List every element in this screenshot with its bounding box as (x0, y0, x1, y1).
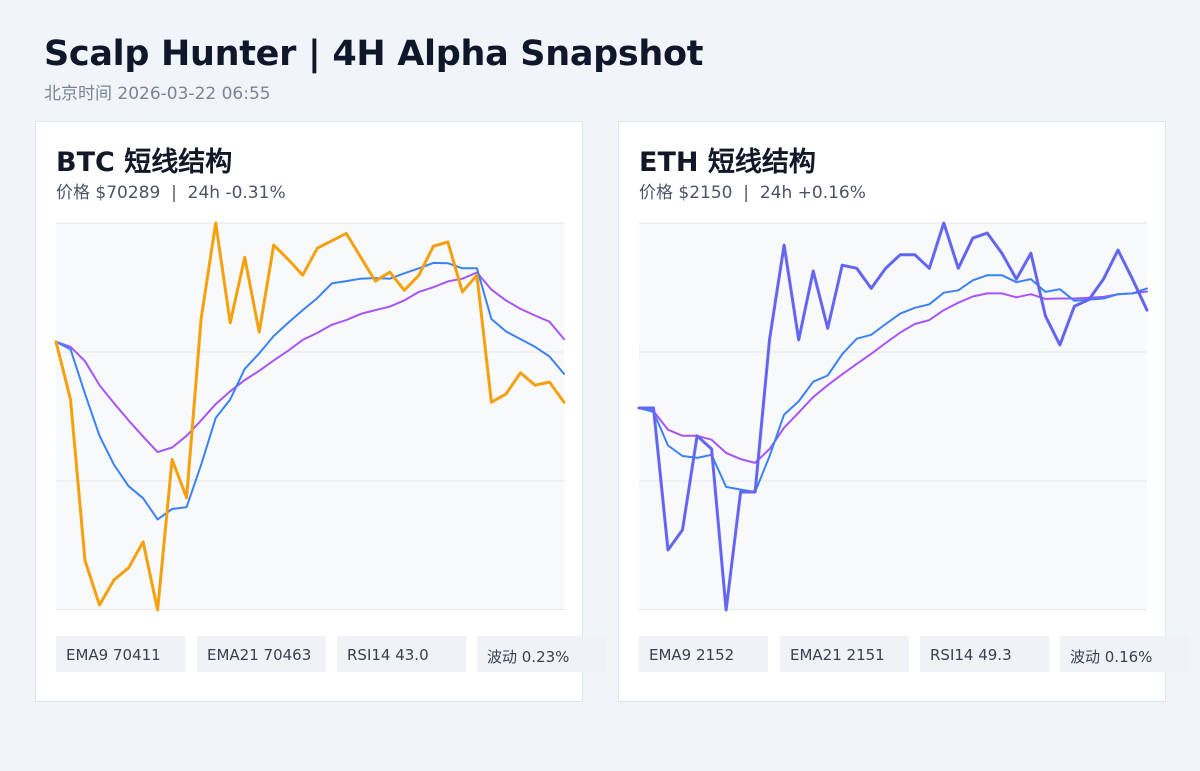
page-subtitle: 北京时间 2026-03-22 06:55 (44, 84, 271, 104)
eth-panel-title: ETH 短线结构 (639, 147, 816, 178)
eth-ema21-line (638, 290, 1148, 464)
btc-volatility-stat: 波动 0.23% (477, 636, 606, 672)
plot-area (56, 223, 564, 610)
btc-price-line (54, 221, 566, 612)
eth-panel: ETH 短线结构 价格 $2150 | 24h +0.16% EMA9 2152… (618, 121, 1189, 702)
eth-volatility-stat: 波动 0.16% (1060, 636, 1189, 672)
eth-price-summary: 价格 $2150 | 24h +0.16% (639, 183, 866, 203)
eth-ema9-stat: EMA9 2152 (639, 636, 768, 672)
btc-rsi14-stat: RSI14 43.0 (337, 636, 466, 672)
page-title: Scalp Hunter | 4H Alpha Snapshot (44, 34, 704, 74)
eth-ema21-stat: EMA21 2151 (780, 636, 909, 672)
btc-ema9-stat: EMA9 70411 (56, 636, 185, 672)
eth-line-chart (637, 221, 1149, 612)
btc-panel: BTC 短线结构 价格 $70289 | 24h -0.31% EMA9 704… (35, 121, 606, 702)
eth-price-line (637, 221, 1149, 612)
btc-panel-title: BTC 短线结构 (56, 147, 233, 178)
plot-area (639, 223, 1147, 610)
btc-ema21-stat: EMA21 70463 (197, 636, 326, 672)
eth-rsi14-stat: RSI14 49.3 (920, 636, 1049, 672)
btc-line-chart (54, 221, 566, 612)
btc-price-summary: 价格 $70289 | 24h -0.31% (56, 183, 286, 203)
btc-ema9-line (55, 261, 565, 521)
eth-ema9-line (638, 274, 1148, 493)
